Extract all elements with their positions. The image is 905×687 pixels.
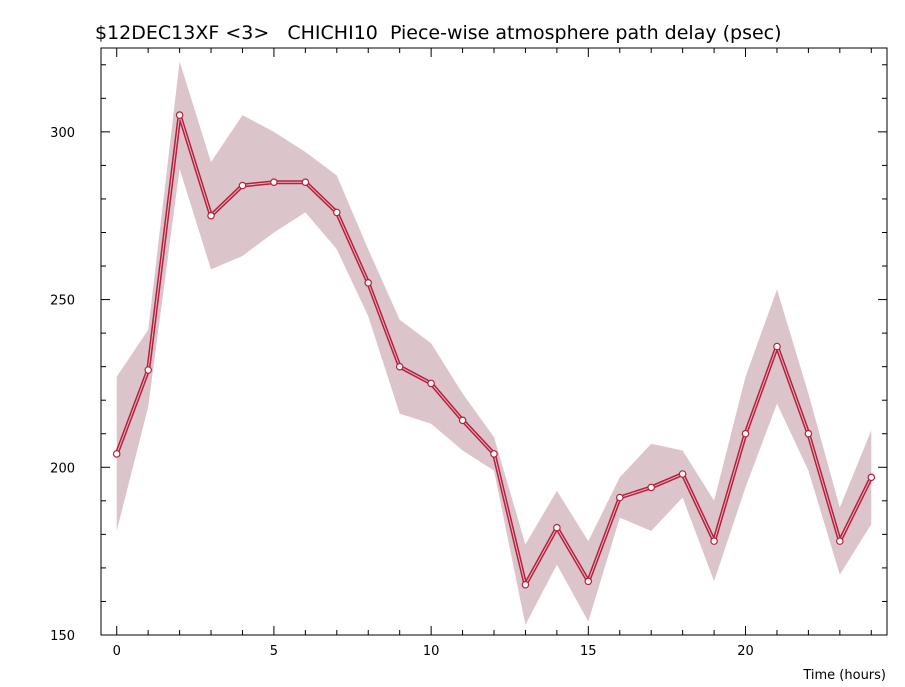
data-point: [647, 483, 656, 492]
data-point: [395, 362, 404, 371]
data-point: [521, 580, 530, 589]
data-point: [584, 577, 593, 586]
data-point: [112, 450, 121, 458]
data-point: [804, 429, 813, 438]
data-point: [773, 342, 781, 351]
x-axis-label: Time (hours): [802, 668, 886, 683]
y-tick-label: 250: [50, 294, 75, 309]
y-tick-labels: 150 200 250 300: [50, 126, 75, 644]
axis-ticks: [101, 48, 887, 636]
data-point: [175, 111, 184, 119]
data-point: [270, 178, 278, 187]
data-points: [112, 111, 876, 589]
data-point: [867, 473, 876, 482]
data-point: [678, 470, 687, 478]
y-tick-label: 200: [50, 461, 75, 476]
data-point: [553, 523, 561, 532]
data-point: [741, 429, 750, 438]
data-point: [144, 366, 153, 374]
data-point: [490, 450, 498, 458]
data-point: [615, 493, 624, 502]
x-tick-label: 5: [270, 644, 278, 659]
chart-title: $12DEC13XF <3> CHICHI10 Piece-wise atmos…: [95, 22, 782, 44]
y-tick-label: 150: [50, 629, 75, 644]
x-tick-label: 20: [737, 644, 754, 659]
data-point: [427, 379, 435, 388]
plot-frame: [100, 47, 888, 636]
x-tick-label: 0: [113, 644, 121, 659]
x-tick-label: 10: [423, 644, 440, 659]
data-point: [710, 537, 718, 545]
data-point: [301, 178, 310, 187]
data-point: [835, 537, 844, 545]
uncertainty-band: [116, 61, 872, 625]
data-point: [364, 278, 373, 287]
y-tick-label: 300: [50, 126, 75, 141]
x-tick-label: 15: [580, 644, 597, 659]
data-point: [332, 208, 341, 217]
data-point: [238, 181, 247, 190]
data-point: [207, 211, 215, 220]
x-tick-labels: 0 5 10 15 20: [113, 644, 754, 659]
data-point: [458, 416, 467, 425]
